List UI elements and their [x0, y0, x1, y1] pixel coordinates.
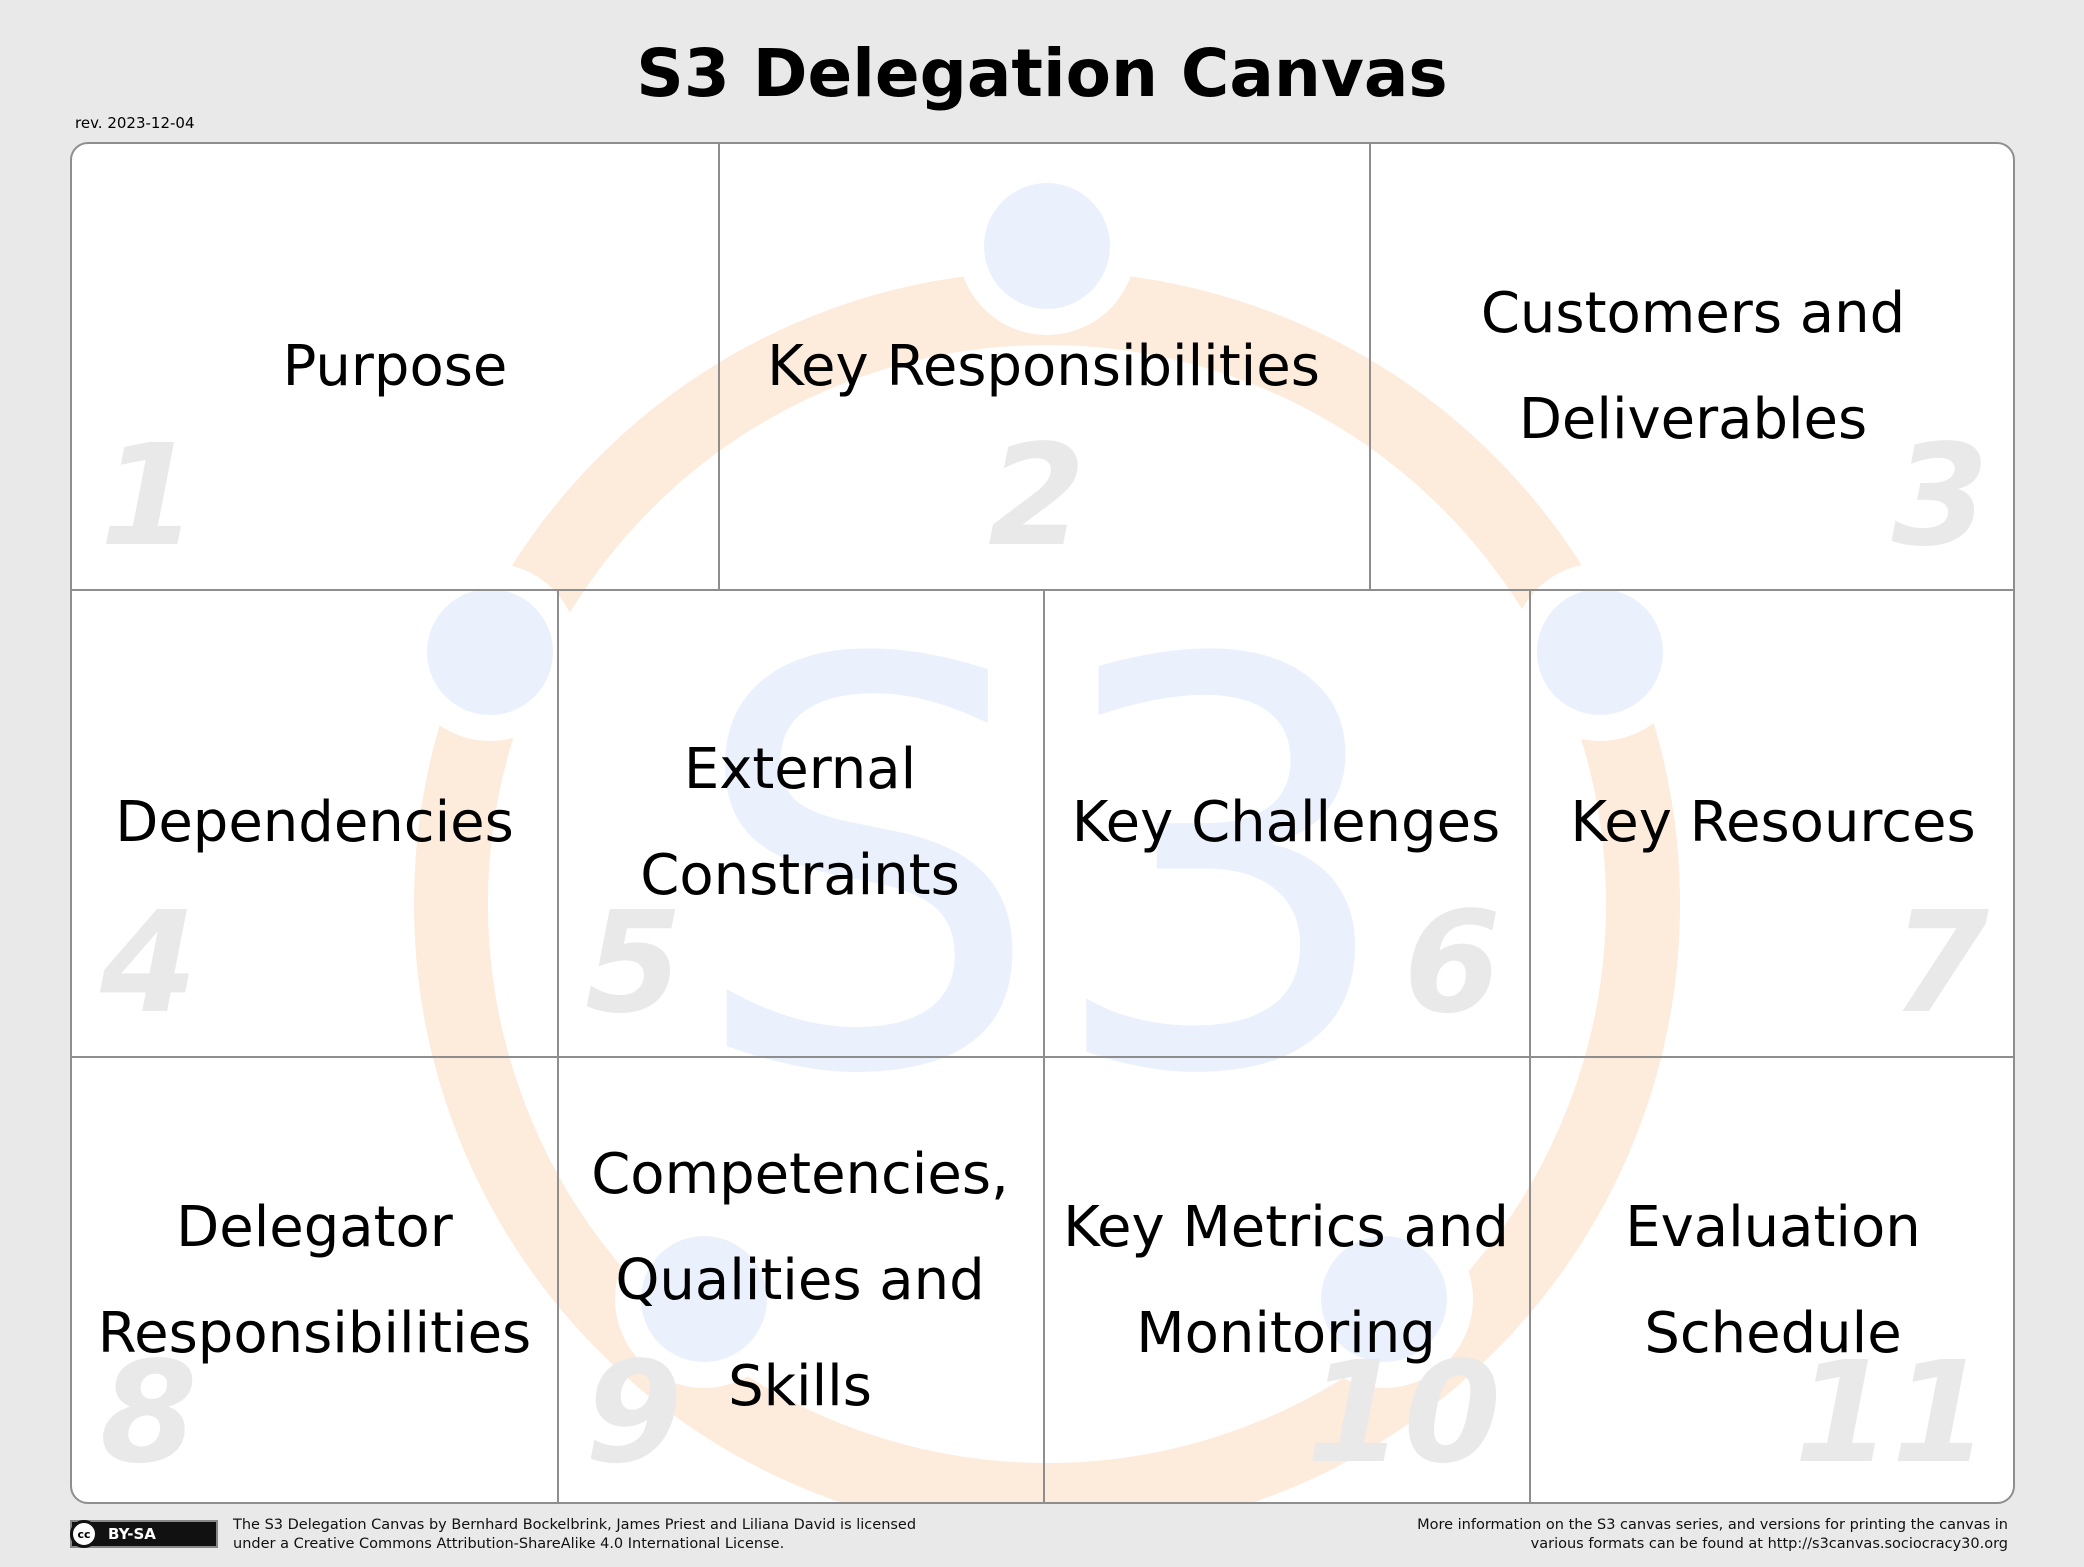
cc-icon: cc [70, 1520, 98, 1548]
cell-purpose: 1 Purpose [72, 144, 718, 589]
revision-date: rev. 2023-12-04 [75, 114, 195, 132]
cell-key-resources: 7 Key Resources [1529, 589, 2013, 1056]
cell-number: 6 [1403, 882, 1501, 1045]
cell-number: 8 [100, 1332, 198, 1495]
delegation-canvas-grid: S3 1 Purpose 2 Key Responsibilities 3 Cu… [70, 142, 2015, 1504]
cell-label: Purpose [282, 333, 508, 399]
grid-line-top-b [1369, 144, 1371, 589]
license-line-2: under a Creative Commons Attribution-Sha… [233, 1536, 785, 1552]
watermark-dot-left [401, 563, 579, 741]
cell-evaluation-schedule: 11 Evaluation Schedule [1529, 1056, 2013, 1502]
watermark-dot-bottom-left [615, 1210, 793, 1388]
cell-label: Key Resources [1570, 789, 1976, 855]
cell-label: Delegator Responsibilities [97, 1195, 532, 1366]
grid-line-lower-a [557, 589, 559, 1502]
grid-line-top-a [718, 144, 720, 589]
cell-label: External Constraints [640, 736, 960, 908]
license-line-1: The S3 Delegation Canvas by Bernhard Boc… [233, 1517, 917, 1533]
watermark-dot-top [958, 157, 1136, 335]
grid-line-lower-c [1529, 589, 1531, 1502]
cell-number: 7 [1891, 882, 1989, 1045]
cell-label: Evaluation Schedule [1625, 1195, 1921, 1366]
cell-external-constraints: 5 External Constraints [557, 589, 1043, 1056]
cell-customers-and-deliverables: 3 Customers and Deliverables [1369, 144, 2013, 589]
badge-label: BY-SA [108, 1525, 156, 1543]
grid-line-row-2 [72, 1056, 2013, 1058]
watermark-dot-right [1511, 563, 1689, 741]
cell-number: 3 [1891, 415, 1989, 578]
cell-competencies: 9 Competencies, Qualities and Skills [557, 1056, 1043, 1502]
cell-key-responsibilities: 2 Key Responsibilities [718, 144, 1369, 589]
cell-key-metrics: 10 Key Metrics and Monitoring [1043, 1056, 1529, 1502]
watermark-dot-bottom-right [1295, 1210, 1473, 1388]
cc-by-sa-badge[interactable]: cc BY-SA [70, 1520, 218, 1548]
cell-number: 1 [100, 415, 198, 578]
cell-number: 10 [1306, 1332, 1501, 1495]
more-info-line-2: various formats can be found at http://s… [1530, 1536, 2008, 1552]
cell-number: 5 [585, 882, 683, 1045]
more-info-line-1: More information on the S3 canvas series… [1417, 1517, 2008, 1533]
cell-label: Dependencies [115, 789, 514, 855]
grid-line-lower-b [1043, 589, 1045, 1502]
cell-number: 11 [1794, 1332, 1989, 1495]
cell-label: Customers and Deliverables [1480, 280, 1906, 452]
cell-delegator-responsibilities: 8 Delegator Responsibilities [72, 1056, 557, 1502]
cell-number: 4 [100, 882, 198, 1045]
page-title: S3 Delegation Canvas [636, 35, 1448, 112]
cell-label: Competencies, Qualities and Skills [591, 1142, 1009, 1419]
cell-label: Key Responsibilities [767, 333, 1320, 399]
grid-line-row-1 [72, 589, 2013, 591]
cell-key-challenges: 6 Key Challenges [1043, 589, 1529, 1056]
more-info-text: More information on the S3 canvas series… [1308, 1516, 2008, 1554]
cell-dependencies: 4 Dependencies [72, 589, 557, 1056]
cell-number: 9 [585, 1332, 683, 1495]
cell-label: Key Challenges [1071, 789, 1501, 855]
cell-label: Key Metrics and Monitoring [1063, 1195, 1509, 1366]
cell-number: 2 [988, 415, 1086, 578]
license-text: The S3 Delegation Canvas by Bernhard Boc… [233, 1516, 933, 1554]
